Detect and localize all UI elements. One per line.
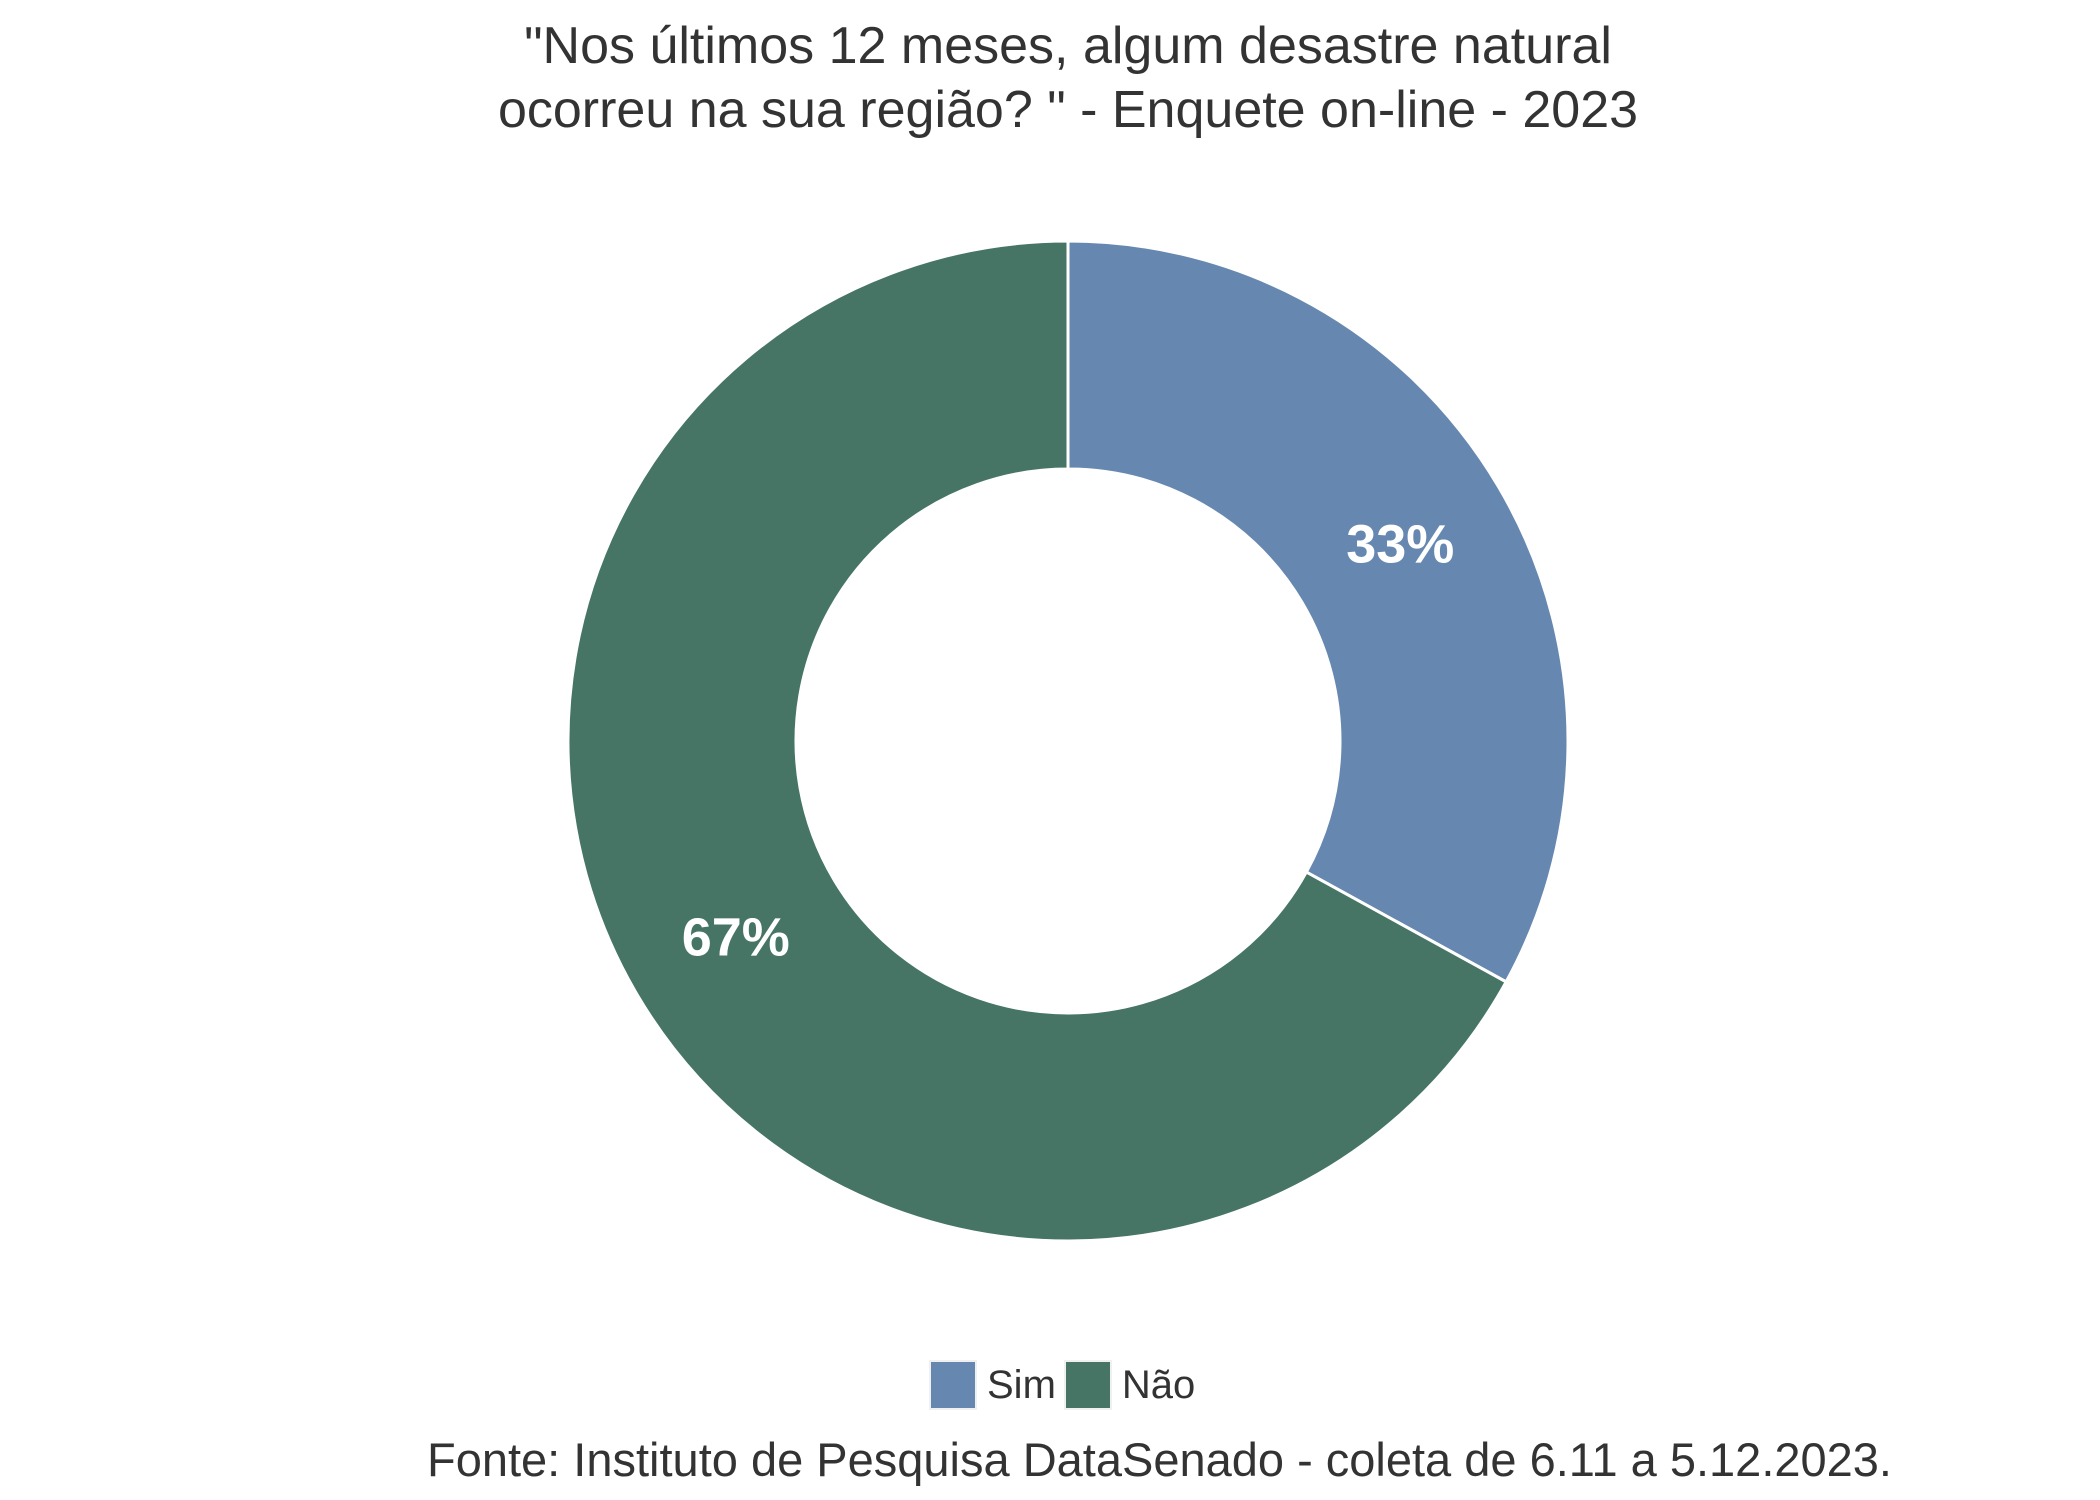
chart-title-line-2: ocorreu na sua região? " - Enquete on-li… — [497, 81, 1639, 139]
legend: Sim Não — [929, 1360, 1203, 1410]
legend-label-sim: Sim — [987, 1362, 1056, 1407]
data-label-0: 33% — [1346, 515, 1454, 575]
legend-swatch-nao — [1063, 1360, 1112, 1410]
source-caption: Fonte: Instituto de Pesquisa DataSenado … — [427, 1433, 1892, 1486]
legend-label-nao: Não — [1121, 1362, 1196, 1407]
data-label-1: 67% — [682, 907, 790, 967]
chart-title-line-1: "Nos últimos 12 meses, algum desastre na… — [524, 17, 1612, 75]
donut-slice-nao — [566, 239, 1509, 1243]
chart-title: "Nos últimos 12 meses, algum desastre na… — [0, 14, 2100, 142]
donut-slice-sim — [1066, 239, 1570, 984]
legend-swatch-sim — [929, 1360, 977, 1410]
